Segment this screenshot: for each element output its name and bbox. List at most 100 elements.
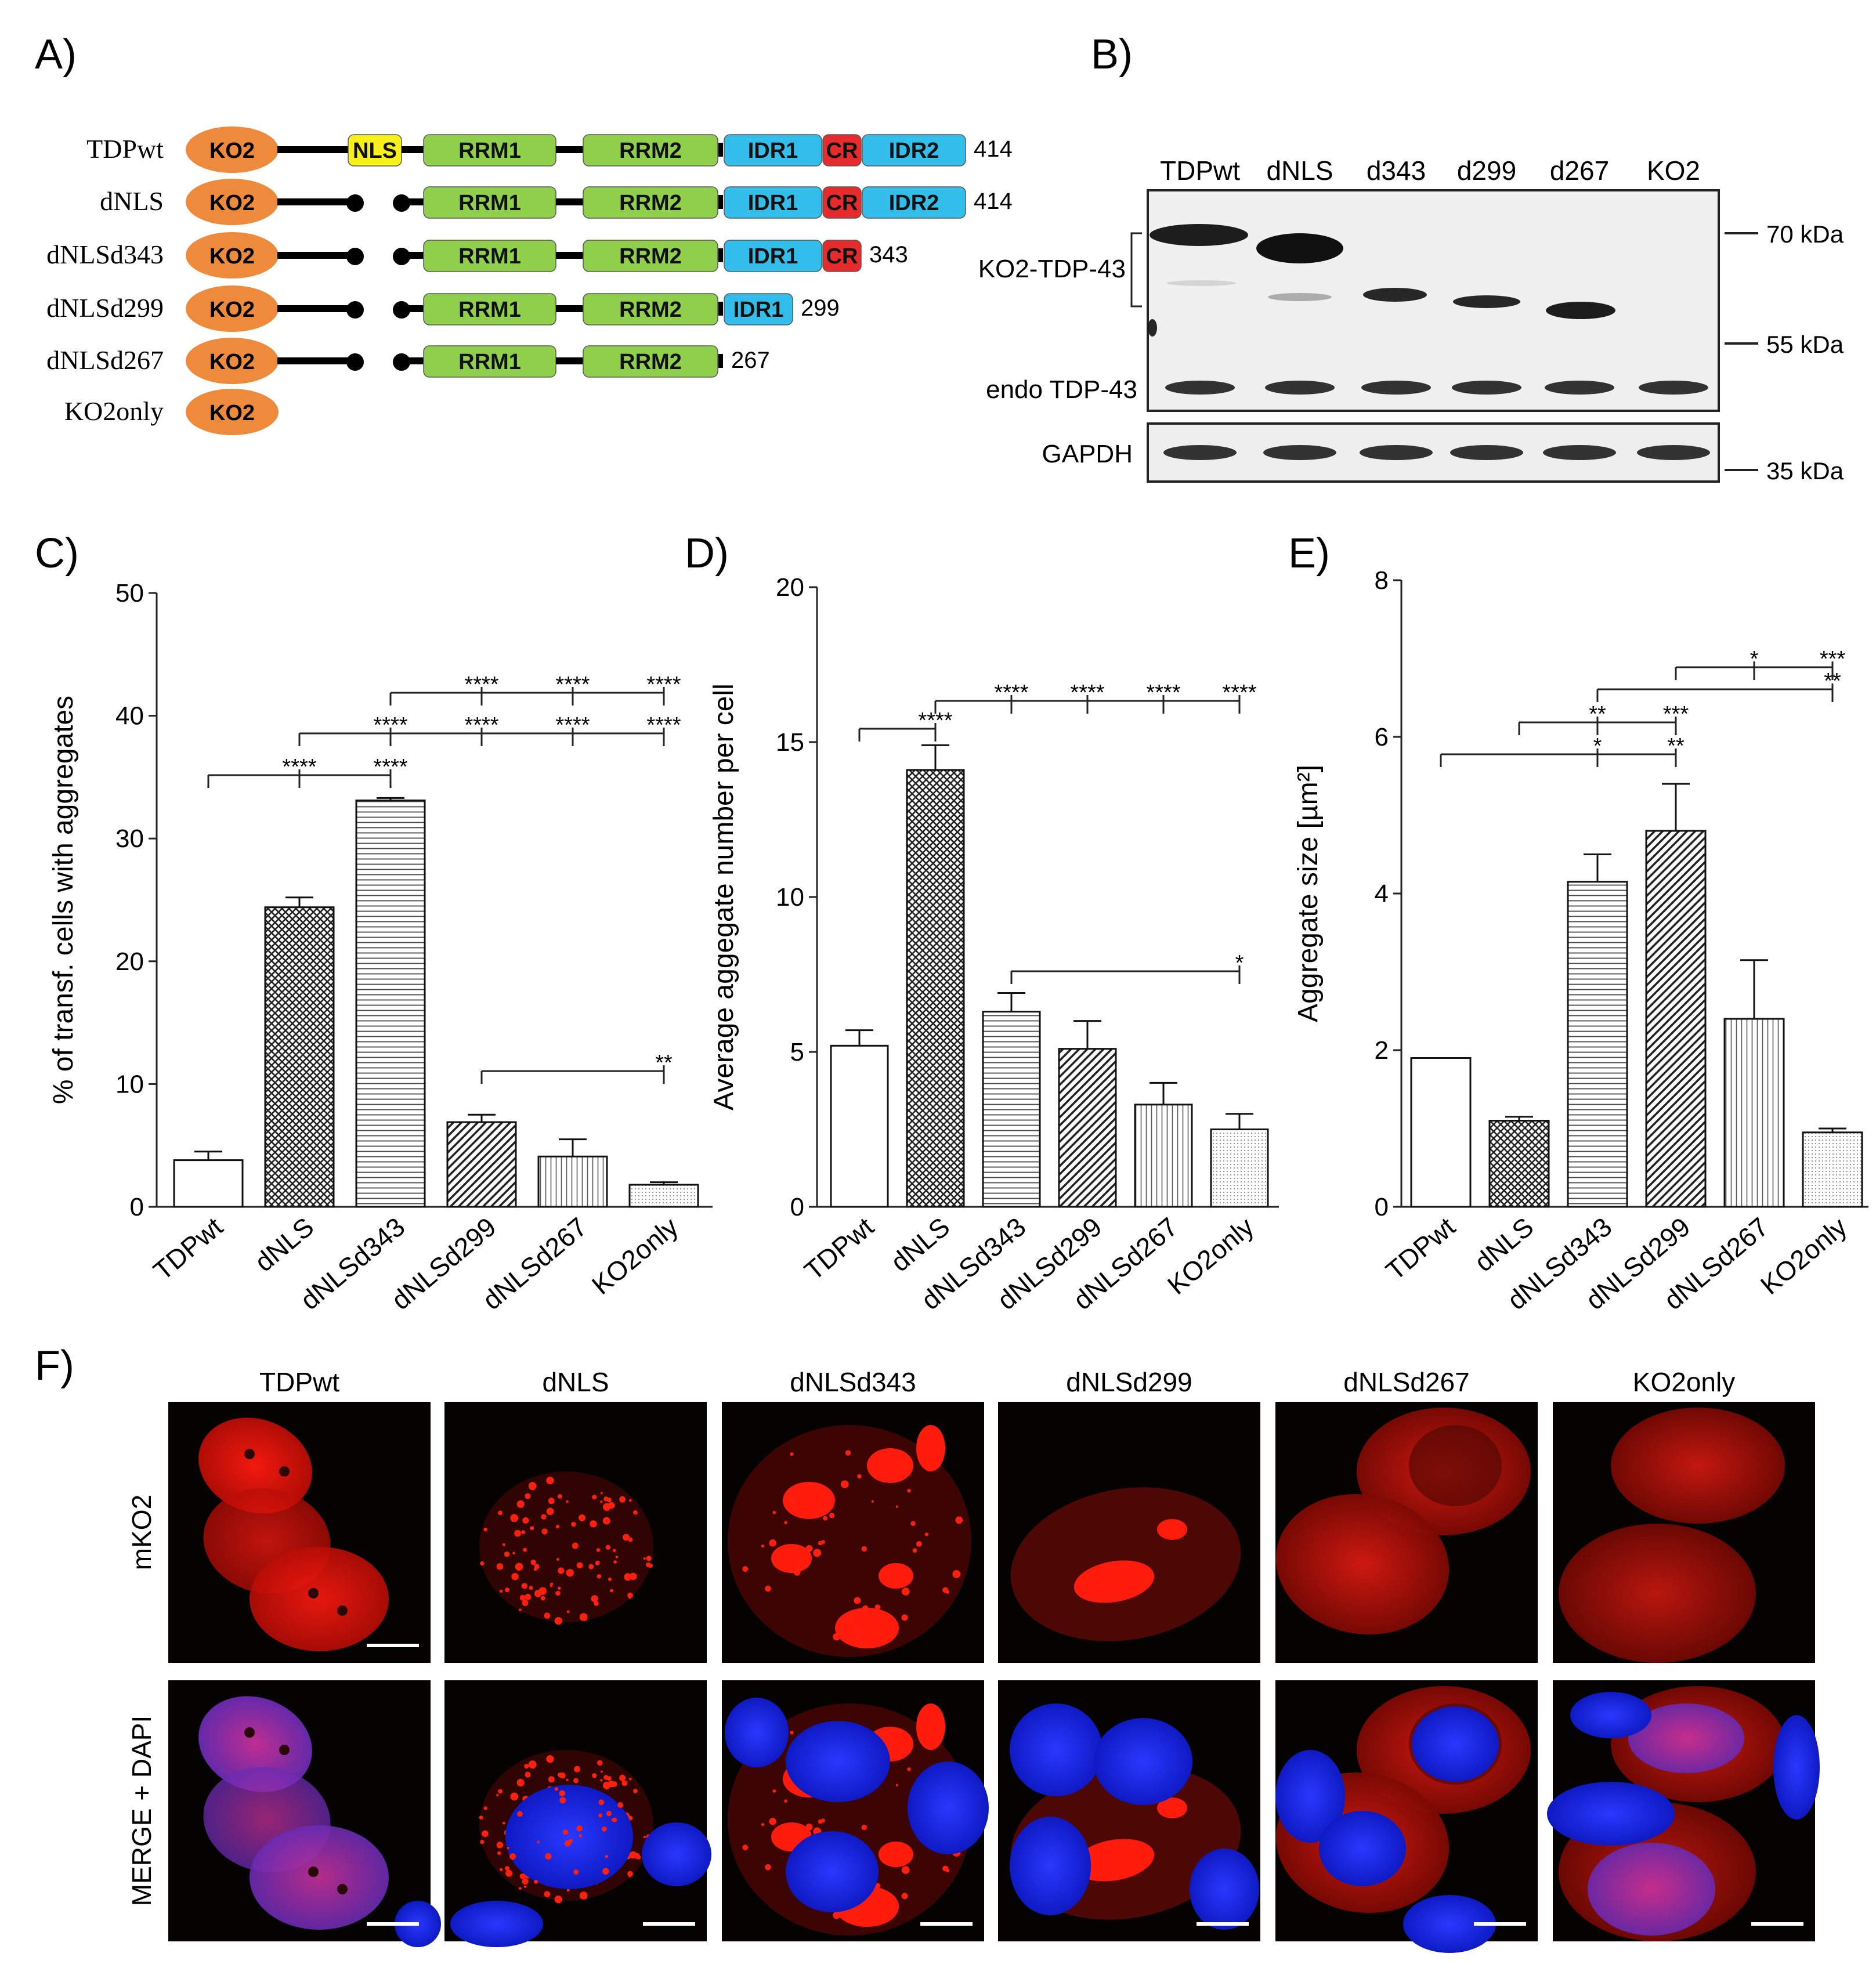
ko2-domain-label: KO2	[209, 191, 255, 215]
aggregate-dot	[765, 1585, 771, 1592]
aggregate-dot	[769, 1818, 776, 1825]
aggregate-dot	[522, 1517, 529, 1524]
construct-length: 414	[974, 136, 1013, 162]
aggregate-dot	[761, 1822, 765, 1826]
aggregate-dot	[533, 1567, 537, 1571]
aggregate-dot	[537, 1840, 540, 1843]
significance-label: **	[655, 1051, 673, 1075]
significance-label: ****	[464, 672, 498, 697]
idr1-domain-label: IDR1	[733, 298, 784, 322]
nucleus	[1628, 1703, 1744, 1773]
idr2-domain	[862, 134, 966, 167]
band-endo	[1265, 381, 1335, 395]
aggregate-dot	[518, 1887, 522, 1890]
aggregate-dot	[534, 1879, 538, 1884]
aggregate-dot	[528, 1482, 537, 1491]
micrograph-dNLS-merge	[444, 1680, 711, 1947]
aggregate-dot	[805, 1824, 813, 1831]
dapi-nucleus	[1403, 1895, 1496, 1953]
band-gapdh	[1360, 445, 1433, 460]
aggregate-dot	[895, 1505, 898, 1508]
aggregate-dot	[511, 1573, 519, 1580]
aggregate-dot	[541, 1528, 548, 1535]
micrograph-TDPwt-mko2	[168, 1402, 431, 1663]
aggregate-dot	[845, 1450, 851, 1456]
band-endo	[1639, 381, 1708, 395]
aggregate-dot	[623, 1533, 630, 1541]
ko2-domain-label: KO2	[209, 350, 255, 374]
chart-D: 0 5 10 15 20 Average aggegate number per cell…	[709, 573, 1279, 1315]
aggregate-dot	[514, 1529, 521, 1537]
nucleolus	[244, 1727, 255, 1738]
aggregate-dot	[945, 1590, 950, 1594]
band-gapdh	[1450, 445, 1523, 460]
construct-length: 299	[801, 295, 840, 321]
aggregate-dot	[901, 1614, 908, 1621]
bar-KO2only	[1210, 1129, 1269, 1208]
bar-TDPwt	[173, 1159, 244, 1208]
dapi-nucleus	[725, 1698, 789, 1767]
band-endo	[1452, 381, 1521, 395]
dapi-nucleus	[1773, 1715, 1820, 1820]
significance-label: ***	[1820, 647, 1846, 671]
bracket	[1130, 232, 1142, 308]
aggregate-dot	[600, 1770, 603, 1773]
nls-domain-label: NLS	[353, 139, 397, 163]
aggregate-dot	[610, 1589, 613, 1593]
panel-f-label: F)	[35, 1343, 74, 1389]
aggregate-dot	[769, 1539, 776, 1547]
aggregate-dot	[952, 1570, 961, 1578]
y-tick-label: 4	[1375, 880, 1389, 908]
aggregate-dot	[576, 1825, 583, 1832]
aggregate-dot	[584, 1896, 587, 1900]
junction	[718, 354, 723, 368]
y-tick-label: 40	[115, 702, 144, 730]
western-blot-lower	[1147, 422, 1720, 483]
construct-name-dNLSd343: dNLSd343	[46, 240, 164, 269]
aggregate-dot	[823, 1506, 827, 1510]
significance-label: ****	[373, 755, 407, 779]
aggregate	[1157, 1797, 1187, 1818]
idr1-domain-label: IDR1	[748, 191, 798, 215]
aggregate-dot	[496, 1793, 499, 1797]
y-tick-label: 10	[776, 883, 804, 912]
aggregate-dot	[504, 1587, 510, 1593]
significance-label: ***	[1663, 702, 1689, 726]
aggregate-dot	[818, 1819, 823, 1824]
micrograph-column-dNLS: dNLS	[542, 1367, 609, 1397]
marker-55: 55 kDa	[1766, 331, 1844, 358]
lane-label-dNLS: dNLS	[1266, 155, 1333, 186]
significance-label: ****	[646, 672, 681, 697]
aggregate-dot	[556, 1558, 559, 1561]
aggregate-dot	[572, 1542, 579, 1549]
dapi-nucleus	[786, 1721, 890, 1802]
dapi-nucleus	[505, 1785, 633, 1889]
aggregate-dot	[856, 1912, 860, 1916]
y-axis-title: Aggregate size [µm²]	[1293, 765, 1324, 1022]
y-tick-label: 20	[115, 947, 144, 976]
aggregate-dot	[819, 1488, 822, 1492]
aggregate-dot	[566, 1778, 569, 1781]
dapi-nucleus	[1094, 1718, 1192, 1805]
significance-label: *	[1750, 647, 1759, 671]
junction	[718, 302, 723, 316]
chart-C: 0 10 20 30 40 50 % of transf. cells with aggre…	[48, 579, 713, 1315]
aggregate-dot	[945, 1868, 950, 1872]
aggregate-dot	[901, 1893, 908, 1900]
aggregate-dot	[546, 1755, 554, 1763]
aggregate-dot	[590, 1520, 597, 1528]
significance-label: ****	[555, 713, 590, 737]
aggregate-dot	[617, 1802, 624, 1808]
bar-dNLSd343	[1567, 881, 1628, 1208]
micrograph-dNLSd267-merge	[1275, 1680, 1538, 1953]
bar-KO2only	[628, 1184, 699, 1208]
bar-dNLSd299	[1645, 830, 1707, 1208]
aggregate-dot	[521, 1530, 526, 1535]
bar-dNLS	[264, 906, 335, 1208]
significance-label: *	[1235, 951, 1244, 975]
aggregate-dot	[612, 1817, 617, 1822]
marker-70: 70 kDa	[1766, 220, 1844, 248]
aggregate-dot	[594, 1601, 599, 1606]
aggregate-dot	[510, 1514, 519, 1522]
cr-domain-label: CR	[826, 139, 858, 163]
